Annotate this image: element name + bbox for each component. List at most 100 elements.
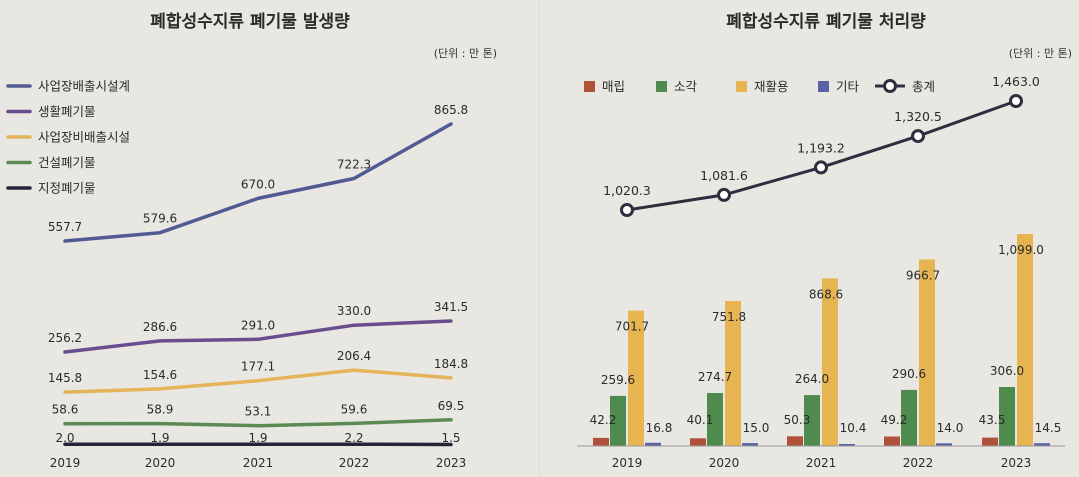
treatment-bar-s2 [725,301,741,446]
treatment-bar-s3 [1034,443,1050,446]
generation-x-tick-label: 2022 [339,456,370,470]
generation-x-tick-label: 2020 [145,456,176,470]
generation-line-s2 [63,368,453,394]
treatment-bar-s0 [690,438,706,446]
treatment-bar-s1 [610,395,626,446]
treatment-data-label: 49.2 [881,413,908,427]
generation-x-axis: 2019 2020 2021 2022 2023 [50,456,467,470]
treatment-bar-s2 [1017,234,1033,446]
treatment-data-label: 264.0 [795,372,829,386]
treatment-data-label: 43.5 [979,413,1006,427]
generation-legend-label: 지정폐기물 [38,181,96,196]
generation-data-label: 1.5 [441,431,460,445]
treatment-data-label: 40.1 [687,413,714,427]
generation-data-label: 53.1 [245,405,272,419]
treatment-legend-total-marker [883,79,897,93]
generation-chart-title: 폐합성수지류 폐기물 발생량 [150,11,350,32]
generation-data-label: 291.0 [241,318,275,332]
treatment-data-label: 306.0 [990,364,1024,378]
generation-data-label: 1.9 [248,431,267,445]
generation-legend-label: 사업장비배출시설 [38,130,130,145]
treatment-legend-swatch [818,81,829,92]
treatment-bar-s3 [936,443,952,446]
treatment-bar-s2 [628,310,644,446]
generation-data-label: 2.2 [344,431,363,445]
generation-data-label: 69.5 [438,399,465,413]
treatment-data-label: 966.7 [906,269,940,283]
generation-data-label: 1.9 [150,431,169,445]
treatment-bar-s0 [884,436,900,446]
generation-data-label: 256.2 [48,331,82,345]
generation-data-label: 58.6 [52,403,79,417]
treatment-data-label: 50.3 [784,413,811,427]
generation-data-label: 184.8 [434,357,468,371]
treatment-x-tick-label: 2022 [903,456,934,470]
treatment-total-label: 1,081.6 [700,168,748,183]
generation-series [63,122,453,447]
generation-legend-label: 건설폐기물 [38,155,96,170]
treatment-data-label: 15.0 [743,421,770,435]
treatment-legend-swatch [656,81,667,92]
generation-data-label: 557.7 [48,220,82,234]
generation-data-label: 59.6 [341,402,368,416]
generation-data-label: 865.8 [434,103,468,117]
treatment-bar-s0 [787,436,803,446]
generation-data-label: 145.8 [48,371,82,385]
treatment-legend: 매립 소각 재활용 기타 총계 [584,79,935,94]
treatment-data-label: 290.6 [892,367,926,381]
generation-data-label: 722.3 [337,157,371,171]
treatment-x-tick-label: 2021 [806,456,837,470]
generation-data-label: 286.6 [143,320,177,334]
treatment-legend-label: 소각 [674,79,698,94]
treatment-bar-s1 [999,387,1015,446]
treatment-bar-s3 [839,444,855,446]
generation-data-label: 2.0 [55,431,74,445]
generation-data-label: 154.6 [143,368,177,382]
treatment-bars: 42.2 40.1 50.3 49.2 43.5 259.6 274.7 264.0 290.6… [590,234,1061,446]
generation-legend-label: 사업장배출시설계 [38,79,130,94]
generation-data-label: 330.0 [337,304,371,318]
treatment-chart-title: 폐합성수지류 폐기물 처리량 [726,11,926,32]
generation-data-label: 341.5 [434,300,468,314]
treatment-bar-s3 [645,442,661,446]
treatment-bar-s0 [982,437,998,446]
treatment-legend-swatch [736,81,747,92]
generation-line-s1 [63,319,453,354]
treatment-bar-s1 [804,395,820,446]
treatment-total-point [1009,94,1023,108]
treatment-bar-s1 [707,393,723,446]
treatment-data-label: 868.6 [809,287,843,301]
treatment-legend-label: 매립 [602,79,625,94]
generation-data-label: 58.9 [147,403,174,417]
treatment-x-tick-label: 2023 [1001,456,1032,470]
treatment-data-label: 10.4 [840,421,867,435]
generation-chart-unit: (단위 : 만 톤) [434,47,497,60]
treatment-legend-label: 재활용 [754,79,789,94]
treatment-total-label: 1,020.3 [603,183,651,198]
treatment-x-tick-label: 2020 [709,456,740,470]
treatment-total-point [814,160,828,175]
generation-data-labels: 557.7 579.6 670.0 722.3 865.8 256.2 286.6 291.0… [48,103,468,445]
generation-x-tick-label: 2019 [50,456,81,470]
treatment-x-axis: 2019 2020 2021 2022 2023 [577,445,1065,470]
treatment-bar-s1 [901,389,917,446]
treatment-total-label: 1,193.2 [797,140,845,155]
generation-line-s0 [63,122,453,243]
treatment-total-point [911,129,925,144]
generation-legend-label: 생활폐기물 [38,104,96,119]
treatment-x-tick-label: 2019 [612,456,643,470]
generation-x-tick-label: 2021 [243,456,274,470]
treatment-data-label: 1,099.0 [998,243,1044,257]
generation-data-label: 579.6 [143,212,177,226]
generation-data-label: 670.0 [241,177,275,191]
treatment-data-label: 42.2 [590,413,617,427]
generation-chart: 폐합성수지류 폐기물 발생량 (단위 : 만 톤) 사업장배출시설계생활폐기물사… [6,11,497,470]
treatment-bar-s2 [919,259,935,446]
treatment-legend-swatch [584,81,595,92]
treatment-total-point [620,203,634,217]
treatment-data-label: 16.8 [646,421,673,435]
treatment-total-label: 1,463.0 [992,74,1040,89]
treatment-bar-s0 [593,437,609,446]
